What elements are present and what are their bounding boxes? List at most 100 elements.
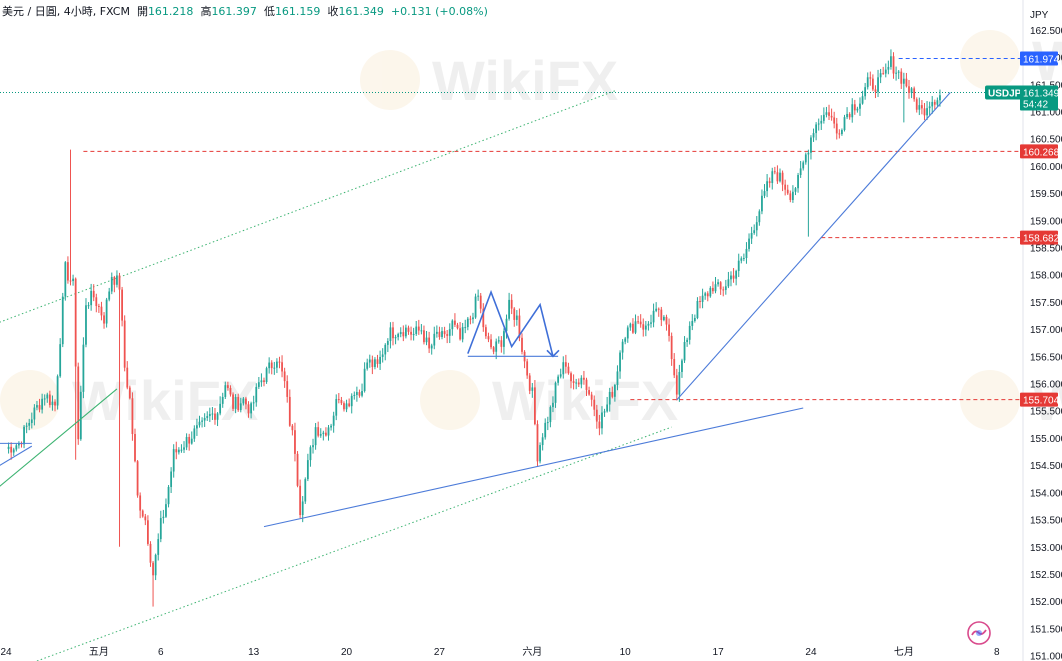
watermark-logo-icon (0, 370, 60, 430)
candle-body (276, 361, 278, 368)
current-price-label: 161.349 (1023, 89, 1060, 100)
candle-body (448, 329, 451, 336)
channel-lines[interactable] (0, 90, 1020, 661)
candle-body (521, 337, 523, 352)
horizontal-levels[interactable] (83, 58, 1020, 401)
candle-body (678, 371, 681, 395)
time-axis[interactable]: 24 五月 6 13 20 27 六月 10 17 24 七月 8 (0, 646, 1000, 658)
candle-body (7, 446, 10, 449)
candle-body (936, 100, 939, 105)
candle-body (229, 387, 232, 395)
trend-lines[interactable] (0, 92, 951, 528)
candle-body (810, 137, 812, 153)
candle-body (196, 425, 198, 429)
candle-body (299, 485, 302, 516)
candle-body (696, 300, 699, 319)
candle-body (921, 105, 923, 109)
candle-body (134, 434, 136, 462)
candle-body (247, 404, 250, 414)
candle-body (879, 73, 882, 78)
y-tick-label: 157.500 (1030, 298, 1062, 309)
candle-body (897, 71, 900, 73)
x-tick-label: 10 (620, 647, 632, 658)
candle-body (766, 181, 768, 192)
trend-line-5 (0, 388, 118, 487)
candle-body (822, 114, 825, 121)
watermark-text: WikiFX (492, 369, 678, 432)
candle-body (552, 402, 554, 408)
price-badges: 161.974 160.268 158.682 155.704 USDJPY161.34… (985, 51, 1060, 407)
candle-body (828, 112, 830, 116)
level-badge-1 (1020, 144, 1058, 159)
candle-body (170, 471, 173, 487)
candle-body (116, 275, 118, 285)
candle-body (737, 260, 740, 271)
candle-body (43, 398, 46, 400)
candle-body (577, 382, 580, 385)
candle-body (379, 356, 381, 364)
candle-body (761, 195, 763, 212)
watermark-2: WikiFX (0, 369, 258, 432)
candle-body (673, 359, 676, 376)
zigzag-pattern[interactable] (467, 289, 560, 358)
candle-body (332, 415, 335, 426)
tradingview-logo-icon[interactable] (966, 620, 992, 646)
candle-body (397, 333, 400, 338)
watermark-text: WikiFX (432, 49, 618, 112)
candle-body (79, 391, 82, 440)
candle-body (892, 56, 895, 74)
candle-body (663, 316, 665, 321)
candle-body (877, 77, 879, 92)
candle-body (536, 424, 539, 462)
candle-body (317, 427, 320, 436)
candle-body (345, 403, 348, 410)
candle-body (588, 390, 590, 395)
x-tick-label: 五月 (89, 646, 109, 658)
candle-body (570, 373, 572, 382)
candle-body (147, 520, 149, 544)
candle-body (500, 340, 503, 347)
candle-body (296, 453, 299, 486)
candle-body (792, 191, 794, 200)
candle-body (245, 398, 247, 405)
x-tick-label: 24 (805, 647, 817, 658)
candle-body (882, 73, 885, 75)
candle-body (226, 385, 229, 388)
candle-body (250, 403, 252, 414)
candle-body (758, 211, 761, 223)
y-tick-label: 160.000 (1030, 162, 1062, 173)
candle-body (670, 335, 673, 360)
candle-body (846, 113, 848, 118)
x-tick-label: 8 (994, 647, 1000, 658)
candle-body (590, 394, 593, 400)
candle-body (183, 447, 185, 450)
candle-body (208, 414, 211, 417)
candle-body (41, 398, 44, 410)
candle-body (203, 417, 206, 421)
candle-body (312, 445, 314, 448)
candle-body (454, 320, 456, 325)
candle-body (327, 427, 330, 436)
candle-body (193, 428, 196, 439)
candle-body (221, 396, 224, 404)
candle-body (794, 188, 797, 192)
candle-body (435, 331, 438, 334)
candle-body (260, 380, 263, 383)
open-value: 161.218 (147, 5, 194, 18)
candle-body (319, 434, 322, 436)
candle-body (804, 154, 807, 163)
candle-body (38, 405, 41, 410)
candle-body (144, 516, 147, 521)
candle-body (353, 394, 356, 396)
candle-body (650, 322, 652, 324)
candle-body (56, 376, 59, 406)
candle-body (546, 422, 549, 424)
candle-body (214, 413, 216, 420)
y-tick-label: 151.500 (1030, 624, 1062, 635)
candle-body (123, 320, 126, 368)
channel-line-0 (0, 90, 616, 323)
candle-body (704, 293, 707, 296)
candle-body (928, 106, 931, 109)
y-tick-label: 155.000 (1030, 434, 1062, 445)
